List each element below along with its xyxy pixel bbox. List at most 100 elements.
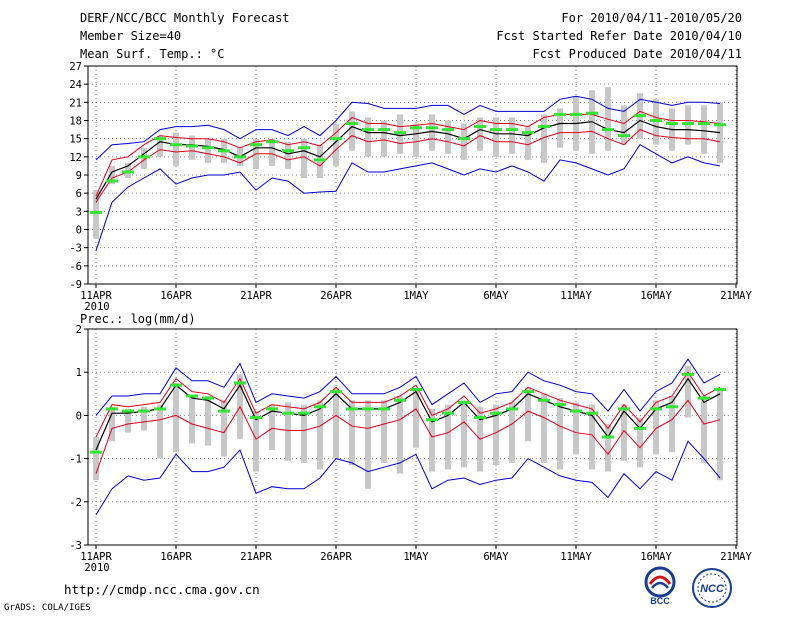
prec-obs-marker <box>330 390 342 394</box>
prec-ensemble-box <box>221 400 227 457</box>
temp-obs-marker <box>666 122 678 126</box>
temp-obs-marker <box>442 128 454 132</box>
prec-ytick-label: -3 <box>69 540 82 552</box>
prec-xtick-label: 21APR <box>240 551 272 563</box>
ncc-logo-text: NCC <box>700 583 725 595</box>
prec-obs-marker <box>298 411 310 415</box>
temp-ensemble-box <box>685 105 691 145</box>
prec-obs-marker <box>602 435 614 439</box>
prec-ensemble-box <box>509 402 515 463</box>
prec-ensemble-box <box>413 389 419 448</box>
temp-obs-marker <box>362 128 374 132</box>
prec-obs-marker <box>570 409 582 413</box>
temp-xtick-label: 6MAY <box>483 290 509 302</box>
prec-ensemble-box <box>397 395 403 474</box>
prec-panel-title: Prec.: log(mm/d) <box>80 312 196 326</box>
forecast-period-label: For 2010/04/11-2010/05/20 <box>561 11 742 25</box>
prec-xtick-label: 1MAY <box>403 551 429 563</box>
temp-obs-marker <box>714 123 726 127</box>
prec-obs-marker <box>634 426 646 430</box>
forecast-start-label: Fcst Started Refer Date 2010/04/10 <box>496 29 742 43</box>
prec-obs-marker <box>474 416 486 420</box>
prec-obs-marker <box>490 411 502 415</box>
prec-obs-marker <box>682 372 694 376</box>
prec-ytick-label: 1 <box>76 367 82 379</box>
temp-xtick-label: 21MAY <box>720 290 752 302</box>
temp-ensemble-box <box>701 105 707 154</box>
ncc-logo: NCC <box>692 568 732 608</box>
temp-obs-marker <box>538 125 550 129</box>
source-url[interactable]: http://cmdp.ncc.cma.gov.cn <box>64 582 260 597</box>
temp-obs-marker <box>138 155 150 159</box>
temp-obs-marker <box>682 122 694 126</box>
prec-ensemble-box <box>605 424 611 472</box>
prec-ensemble-box <box>637 417 643 468</box>
prec-ensemble-box <box>269 404 275 450</box>
prec-ensemble-box <box>301 404 307 463</box>
prec-upper-spread-line <box>95 371 721 438</box>
temp-obs-marker <box>426 126 438 130</box>
prec-obs-marker <box>154 407 166 411</box>
temp-ensemble-box <box>717 102 723 163</box>
bcc-logo: BCC <box>644 566 676 606</box>
prec-obs-marker <box>282 411 294 415</box>
prec-obs-marker <box>442 411 454 415</box>
temp-obs-marker <box>522 131 534 135</box>
prec-obs-marker <box>554 403 566 407</box>
temp-obs-marker <box>634 114 646 118</box>
prec-ensemble-box <box>365 400 371 489</box>
temp-obs-marker <box>474 125 486 129</box>
temp-ensemble-box <box>109 165 115 185</box>
temp-ensemble-box <box>157 135 163 157</box>
temp-obs-marker <box>490 128 502 132</box>
temp-ensemble-box <box>205 138 211 163</box>
prec-ensemble-box <box>189 395 195 444</box>
prec-obs-marker <box>218 409 230 413</box>
prec-obs-marker <box>122 409 134 413</box>
prec-xtick-label: 16MAY <box>640 551 672 563</box>
temp-ensemble-box <box>461 123 467 160</box>
temp-obs-marker <box>314 158 326 162</box>
prec-obs-marker <box>266 407 278 411</box>
prec-ensemble-box <box>173 383 179 453</box>
precipitation-panel: -3 -2 -1 0 1 2 11APR 16APR 21APR 26APR 1MAY 6MAY 11M… <box>69 312 752 574</box>
temp-obs-marker <box>602 128 614 132</box>
temp-ytick-label: 18 <box>69 116 82 128</box>
prec-ensemble-box <box>141 406 147 431</box>
prec-ensemble-box <box>93 437 99 481</box>
temp-obs-marker <box>218 149 230 153</box>
prec-obs-marker <box>522 390 534 394</box>
temp-xtick-label: 16MAY <box>640 290 672 302</box>
prec-xtick-label: 6MAY <box>483 551 509 563</box>
prec-ytick-label: -1 <box>69 454 82 466</box>
temp-ensemble-box <box>557 108 563 148</box>
temp-max-line <box>95 95 721 161</box>
temp-obs-marker <box>298 146 310 150</box>
temp-ensemble-box <box>317 144 323 179</box>
prec-ytick-label: 0 <box>76 410 82 422</box>
temp-ytick-label: 24 <box>69 79 82 91</box>
temp-ensemble-box <box>445 120 451 154</box>
temp-obs-marker <box>698 122 710 126</box>
prec-obs-marker <box>394 398 406 402</box>
prec-obs-marker <box>250 416 262 420</box>
prec-obs-marker <box>346 407 358 411</box>
temp-ensemble-box <box>525 126 531 160</box>
prec-ensemble-box <box>493 404 499 466</box>
prec-xtick-label: 16APR <box>160 551 192 563</box>
prec-ensemble-box <box>253 411 259 472</box>
temp-min-line <box>95 144 721 251</box>
temp-ensemble-box <box>509 117 515 154</box>
temp-ensemble-box <box>285 141 291 169</box>
temp-ensemble-box <box>397 114 403 154</box>
prec-ensemble-box <box>205 395 211 446</box>
temp-ensemble-box <box>333 123 339 166</box>
prec-obs-marker <box>314 405 326 409</box>
temp-ensemble-box <box>621 105 627 145</box>
temp-xtick-label: 11MAY <box>560 290 592 302</box>
prec-xtick-label: 11MAY <box>560 551 592 563</box>
temp-ensemble-box <box>173 132 179 166</box>
prec-obs-marker <box>106 407 118 411</box>
prec-year-label: 2010 <box>84 562 109 574</box>
